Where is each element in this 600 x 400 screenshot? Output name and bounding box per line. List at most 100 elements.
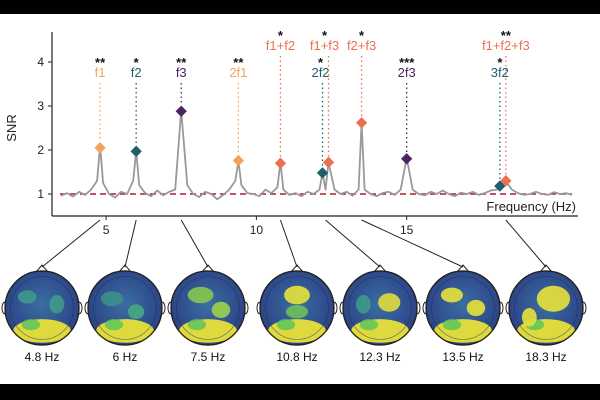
topomap-patch-0 (284, 285, 310, 305)
topomap-3: 10.8 Hz (256, 264, 338, 364)
topomap-connectors (41, 219, 547, 268)
topomap-contour (265, 276, 329, 340)
peak-marker-f3 (175, 105, 187, 117)
topomap-green-patch (187, 319, 207, 331)
bottom-black-band (0, 384, 600, 400)
topomap-contour (348, 276, 412, 340)
x-axis-label: Frequency (Hz) (486, 199, 576, 214)
peak-label-f3: f3 (176, 65, 187, 80)
topomap-label: 13.5 Hz (442, 350, 483, 364)
topomap-contour (93, 276, 157, 340)
peak-label-2f3: 2f3 (398, 65, 416, 80)
peak-label-f1: f1 (95, 65, 106, 80)
topomap-outline (87, 270, 163, 346)
connector-4 (325, 219, 381, 268)
connector-3 (279, 219, 298, 268)
topomap-patch-1 (211, 301, 231, 318)
peak-label-3f2: 3f2 (491, 65, 509, 80)
topomap-5: 13.5 Hz (422, 264, 504, 364)
y-tick-label: 4 (37, 55, 44, 69)
connector-5 (361, 219, 464, 268)
topomap-outline (170, 270, 246, 346)
top-black-band (0, 0, 600, 14)
topomap-1: 6 Hz (84, 264, 166, 364)
topomap-contour (10, 276, 74, 340)
peak-marker-f2+f3 (355, 117, 368, 129)
topomap-patch-1 (49, 295, 65, 314)
peak-stars-2f2: * (318, 55, 324, 70)
topomap-nose (290, 264, 304, 273)
topomap-2: 7.5 Hz (167, 264, 249, 364)
topomap-label: 7.5 Hz (191, 350, 226, 364)
topomap-contour (431, 276, 495, 340)
peak-label-2f2: 2f2 (311, 65, 329, 80)
peak-label-f2: f2 (131, 65, 142, 80)
peak-stars-2f1: ** (233, 55, 244, 70)
connector-2 (180, 219, 209, 268)
peak-marker-2f1 (232, 154, 245, 167)
peak-label-f1+f2+f3: f1+f2+f3 (482, 38, 530, 53)
topomap-nose (456, 264, 470, 273)
topomap-label: 18.3 Hz (525, 350, 566, 364)
topomap-0: 4.8 Hz (1, 264, 83, 364)
peak-label-f1+f2: f1+f2 (266, 38, 295, 53)
topomap-patch-0 (100, 291, 124, 307)
peak-marker-f1+f2 (274, 157, 287, 169)
topomap-nose (373, 264, 387, 273)
topomap-6: 18.3 Hz (505, 264, 587, 364)
topomap-patch-1 (466, 299, 486, 317)
topomap-green-patch (442, 319, 462, 331)
topomap-contour (514, 276, 578, 340)
peak-marker-f2 (130, 145, 142, 157)
connector-6 (505, 219, 547, 268)
peak-stars-3f2: * (497, 55, 503, 70)
y-tick-label: 3 (37, 99, 44, 113)
peak-marker-f1+f3 (322, 156, 335, 168)
topomap-patch-1 (521, 308, 537, 327)
topomap-outline (508, 270, 584, 346)
topomap-outline (425, 270, 501, 346)
peak-stars-f3: ** (176, 55, 187, 70)
topomap-4: 12.3 Hz (339, 264, 421, 364)
y-tick-label: 1 (37, 187, 44, 201)
topomap-green-patch (21, 319, 41, 331)
peak-stars-f2: * (134, 55, 140, 70)
peak-marker-f1 (94, 142, 106, 154)
peak-marker-f1+f2+f3 (500, 175, 512, 187)
topomap-green-patch (276, 319, 296, 331)
peak-marker-2f3 (401, 153, 413, 165)
topomap-label: 6 Hz (113, 350, 138, 364)
topomap-patch-0 (17, 290, 37, 304)
topomap-patch-1 (127, 304, 145, 320)
topomaps: 4.8 Hz 6 Hz 7.5 Hz 10.8 Hz 12.3 Hz 13.5 Hz 18.… (1, 264, 587, 364)
connector-1 (124, 219, 137, 268)
peak-stars-f2+f3: * (359, 28, 365, 43)
topomap-patch-1 (285, 305, 309, 319)
peak-label-f2+f3: f2+f3 (347, 38, 376, 53)
x-tick-label: 5 (103, 223, 110, 237)
topomap-patch-1 (378, 293, 401, 312)
topomap-outline (342, 270, 418, 346)
axes: 1 2 3 4 5 10 15 SNR Frequency (Hz) (4, 32, 578, 237)
peak-stars-2f3: *** (399, 55, 415, 70)
topomap-label: 4.8 Hz (25, 350, 60, 364)
topomap-contour (176, 276, 240, 340)
peak-stars-f1+f2: * (278, 28, 284, 43)
peak-label-2f1: 2f1 (229, 65, 247, 80)
topomap-patch-0 (187, 286, 214, 304)
topomap-nose (35, 264, 49, 273)
topomap-patch-0 (355, 295, 371, 314)
topomap-patch-0 (536, 285, 571, 312)
connector-0 (41, 219, 101, 268)
snr-spectrum-line (60, 109, 573, 201)
topomap-green-patch (359, 319, 379, 331)
peak-annotations: f1**f2*f3**2f1**f1+f2*2f2*f1+f3*f2+f3*2f… (94, 28, 530, 192)
x-tick-label: 15 (400, 223, 414, 237)
y-tick-label: 2 (37, 143, 44, 157)
topomap-nose (539, 264, 553, 273)
plot-area (60, 109, 573, 201)
peak-stars-f1+f2+f3: ** (501, 28, 512, 43)
topomap-outline (4, 270, 80, 346)
topomap-label: 12.3 Hz (359, 350, 400, 364)
